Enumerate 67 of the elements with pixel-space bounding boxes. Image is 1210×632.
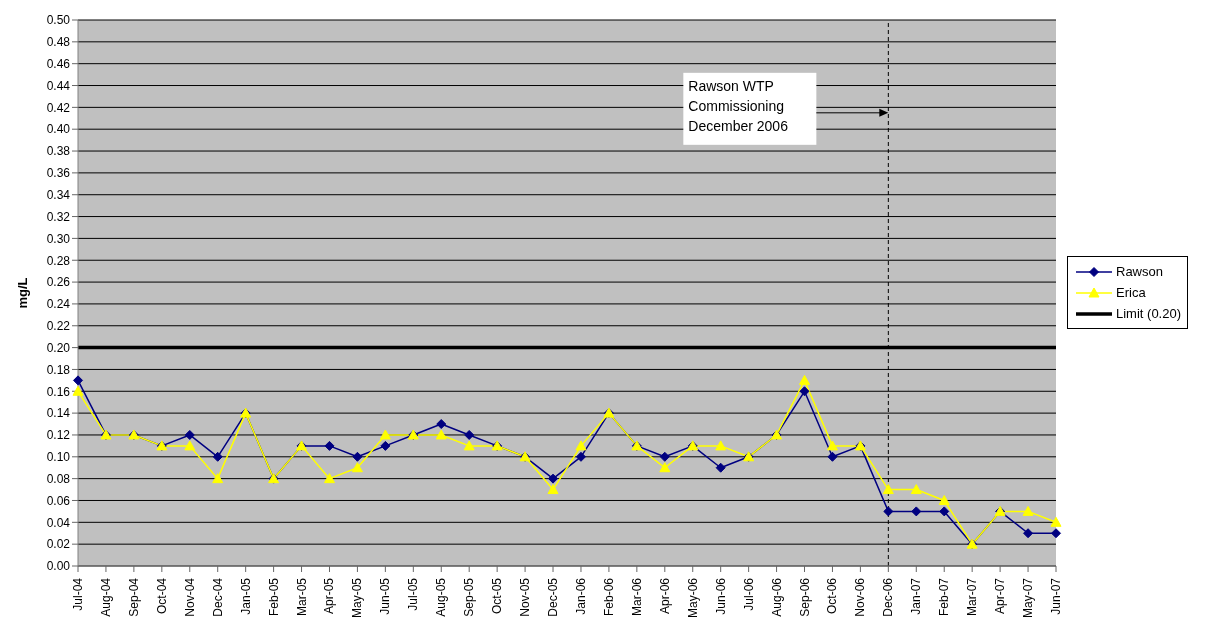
y-tick-label: 0.32 [46, 209, 71, 224]
x-tick-label: May-06 [685, 577, 700, 619]
y-tick-label: 0.20 [46, 340, 71, 355]
x-tick-label: Jun-05 [378, 577, 393, 615]
x-tick-label: Feb-06 [601, 577, 616, 617]
x-tick-label: Jun-06 [713, 577, 728, 615]
x-tick-label: Jan-05 [238, 577, 253, 615]
y-tick-label: 0.34 [46, 187, 71, 202]
x-tick-label: May-07 [1021, 577, 1036, 619]
y-tick-label: 0.44 [46, 78, 71, 93]
y-tick-label: 0.26 [46, 275, 71, 290]
y-tick-label: 0.08 [46, 471, 71, 486]
x-tick-label: Apr-06 [657, 577, 672, 615]
y-tick-label: 0.46 [46, 56, 71, 71]
y-tick-label: 0.00 [46, 559, 71, 574]
x-tick-label: Oct-05 [490, 577, 505, 615]
x-tick-label: Dec-05 [546, 577, 561, 617]
y-tick-label: 0.06 [46, 493, 71, 508]
y-tick-label: 0.48 [46, 35, 71, 50]
y-tick-label: 0.30 [46, 231, 71, 246]
x-tick-label: Mar-06 [629, 577, 644, 617]
y-tick-label: 0.14 [46, 406, 71, 421]
x-tick-label: Jul-06 [741, 577, 756, 611]
x-tick-label: Jun-07 [1049, 577, 1063, 615]
y-axis-title: mg/L [14, 277, 30, 309]
y-tick-label: 0.02 [46, 537, 71, 552]
x-tick-label: Apr-07 [993, 577, 1008, 615]
y-tick-label: 0.28 [46, 253, 71, 268]
x-tick-label: Dec-06 [881, 577, 896, 617]
y-tick-label: 0.42 [46, 100, 71, 115]
x-tick-label: Jan-07 [909, 577, 924, 615]
x-tick-label: Sep-04 [126, 577, 141, 617]
x-tick-label: Aug-05 [434, 577, 449, 617]
legend-label: Erica [1116, 285, 1146, 300]
x-tick-label: Feb-05 [266, 577, 281, 617]
x-tick-label: Nov-06 [853, 577, 868, 617]
annotation: Rawson WTP Commissioning December 2006 [688, 77, 789, 134]
y-tick-label: 0.18 [46, 362, 71, 377]
x-tick-label: Dec-04 [210, 577, 225, 617]
y-tick-label: 0.16 [46, 384, 71, 399]
x-tick-label: Oct-06 [825, 577, 840, 615]
y-tick-label: 0.22 [46, 319, 71, 334]
legend-label: Limit (0.20) [1116, 306, 1182, 321]
x-tick-label: Apr-05 [322, 577, 337, 615]
x-tick-label: Aug-04 [98, 577, 113, 617]
x-tick-label: Feb-07 [937, 577, 952, 617]
x-tick-label: Mar-07 [965, 577, 980, 617]
x-tick-label: Oct-04 [154, 577, 169, 615]
x-tick-label: Nov-04 [182, 577, 197, 617]
x-tick-label: Jul-05 [406, 577, 421, 611]
x-tick-label: Nov-05 [518, 577, 533, 617]
legend-label: Rawson [1116, 264, 1163, 279]
x-tick-label: Mar-05 [294, 577, 309, 617]
y-tick-label: 0.12 [46, 428, 71, 443]
y-tick-label: 0.04 [46, 515, 71, 530]
x-tick-label: Aug-06 [769, 577, 784, 617]
x-tick-label: Sep-05 [462, 577, 477, 617]
y-tick-label: 0.24 [46, 297, 71, 312]
x-tick-label: Sep-06 [797, 577, 812, 617]
x-tick-label: Jan-06 [573, 577, 588, 615]
x-tick-label: Jul-04 [71, 577, 85, 611]
y-tick-label: 0.36 [46, 166, 71, 181]
x-tick-label: May-05 [350, 577, 365, 619]
y-tick-label: 0.10 [46, 450, 71, 465]
y-tick-label: 0.50 [46, 13, 71, 28]
y-tick-label: 0.40 [46, 122, 71, 137]
y-tick-label: 0.38 [46, 144, 71, 159]
